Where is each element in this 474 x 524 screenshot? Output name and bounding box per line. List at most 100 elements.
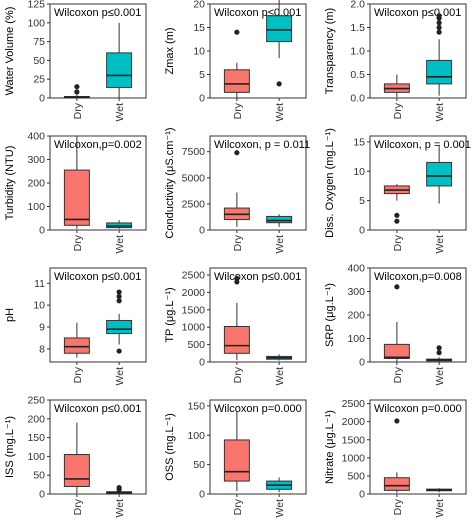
x-tick-label: Wet	[274, 499, 286, 518]
outlier-point	[234, 29, 240, 35]
box-dry	[223, 275, 250, 360]
wilcoxon-annotation: Wilcoxon, p = 0.001	[374, 139, 471, 151]
x-tick-label: Wet	[114, 103, 126, 122]
outlier-point	[436, 20, 442, 26]
y-tick-label: 9	[39, 322, 45, 334]
y-tick-label: 200	[27, 178, 45, 190]
box-wet	[426, 13, 453, 96]
x-tick-label: Dry	[232, 498, 244, 515]
box-wet	[106, 220, 133, 229]
y-tick-label: 500	[347, 470, 365, 482]
outlier-point	[116, 298, 122, 304]
outlier-point	[394, 418, 400, 424]
wilcoxon-annotation: Wilcoxon,p=0.008	[374, 271, 462, 283]
y-axis-label: Transparency (m)	[324, 8, 336, 94]
x-tick-label: Dry	[72, 366, 84, 383]
iqr-box	[383, 343, 410, 359]
y-axis-label: pH	[4, 308, 16, 322]
y-axis-label: SRP (μg.L⁻¹)	[324, 283, 336, 347]
box-dry	[383, 74, 410, 98]
y-tick-label: 20	[193, 0, 205, 11]
iqr-box	[426, 59, 453, 85]
y-tick-label: 0	[359, 357, 365, 369]
y-axis-label: Diss. Oxygen (mg.L⁻¹)	[324, 128, 336, 238]
box-dry	[383, 284, 410, 362]
panel-12: 0 500 1000 1500 2000 2500 Nitrate (μg.L⁻¹) Wilc…	[324, 398, 467, 518]
y-tick-label: 100	[187, 430, 205, 442]
iqr-box	[223, 69, 250, 93]
y-tick-label: 75	[33, 36, 45, 48]
y-tick-label: 0	[359, 225, 365, 237]
y-tick-label: 0	[199, 489, 205, 501]
outlier-point	[116, 293, 122, 300]
x-tick-label: Wet	[114, 367, 126, 386]
y-axis-label: Conductivity (μS.cm⁻¹)	[164, 127, 176, 238]
x-tick-label: Dry	[392, 234, 404, 251]
box-wet	[266, 0, 293, 87]
y-axis-label: TP (μg.L⁻¹)	[164, 287, 176, 342]
iqr-box	[223, 325, 250, 354]
iqr-box	[383, 477, 410, 491]
y-tick-label: 7500	[182, 146, 206, 158]
y-tick-label: 0	[199, 93, 205, 105]
y-tick-label: 100	[27, 201, 45, 213]
box-wet	[266, 477, 293, 493]
panel-1: 0 25 50 75 100 125 Water Volume (%) Wilcoxon p≤…	[4, 0, 147, 122]
outlier-point	[394, 218, 400, 224]
y-tick-label: 2000	[182, 287, 206, 299]
y-tick-label: 1.0	[350, 46, 365, 58]
x-tick-label: Dry	[232, 234, 244, 251]
outlier-point	[234, 275, 240, 282]
y-tick-label: 8	[39, 343, 45, 355]
wilcoxon-annotation: Wilcoxon, p = 0.011	[214, 139, 310, 151]
box-dry	[223, 29, 250, 98]
y-tick-label: 500	[187, 339, 205, 351]
x-tick-label: Dry	[72, 102, 84, 119]
iqr-box	[63, 169, 90, 226]
panel-5: 0 2500 5000 7500 Conductivity (μS.cm⁻¹) Wilco…	[164, 127, 310, 253]
y-tick-label: 0	[39, 225, 45, 237]
x-tick-label: Dry	[72, 498, 84, 515]
box-wet	[266, 354, 293, 361]
iqr-box	[266, 215, 293, 224]
box-dry	[63, 322, 90, 358]
y-tick-label: 0	[39, 489, 45, 501]
y-tick-label: 0	[199, 357, 205, 369]
y-tick-label: 2500	[182, 269, 206, 281]
outlier-point	[394, 284, 400, 290]
outlier-point	[116, 289, 122, 295]
panel-11: 0 50 100 150 OSS (mg.L⁻¹) Wilcoxon p=0.000 Dry…	[164, 399, 307, 518]
iqr-box	[106, 319, 133, 335]
iqr-box	[223, 439, 250, 482]
iqr-box	[426, 161, 453, 187]
outlier-point	[276, 81, 282, 87]
outlier-point	[116, 348, 122, 354]
x-tick-label: Dry	[72, 234, 84, 251]
y-tick-label: 5	[199, 69, 205, 81]
x-tick-label: Dry	[232, 102, 244, 119]
iqr-box	[106, 52, 133, 88]
y-tick-label: 1000	[342, 452, 366, 464]
y-tick-label: 25	[33, 74, 45, 86]
outlier-point	[436, 29, 442, 35]
panel-6: 0 5 10 15 Diss. Oxygen (mg.L⁻¹) Wilcoxon, p =…	[324, 128, 471, 253]
wilcoxon-annotation: Wilcoxon p≤0.001	[214, 271, 301, 283]
box-wet	[106, 485, 133, 494]
y-axis-label: Zmax (m)	[164, 27, 176, 74]
y-axis-label: OSS (mg.L⁻¹)	[164, 413, 176, 481]
box-dry	[223, 411, 250, 492]
y-tick-label: 1.5	[350, 22, 365, 34]
x-tick-label: Wet	[274, 103, 286, 122]
outlier-point	[74, 84, 80, 90]
outlier-point	[436, 24, 442, 31]
y-tick-label: 0.5	[350, 69, 365, 81]
wilcoxon-annotation: Wilcoxon p≤0.001	[54, 403, 141, 415]
outlier-point	[436, 13, 442, 19]
panel-9: 0 100 200 300 400 SRP (μg.L⁻¹) Wilcoxon,p=0.00…	[324, 263, 467, 385]
x-tick-label: Wet	[434, 499, 446, 518]
y-tick-label: 400	[27, 131, 45, 143]
y-tick-label: 15	[353, 136, 365, 148]
outlier-point	[234, 150, 240, 156]
